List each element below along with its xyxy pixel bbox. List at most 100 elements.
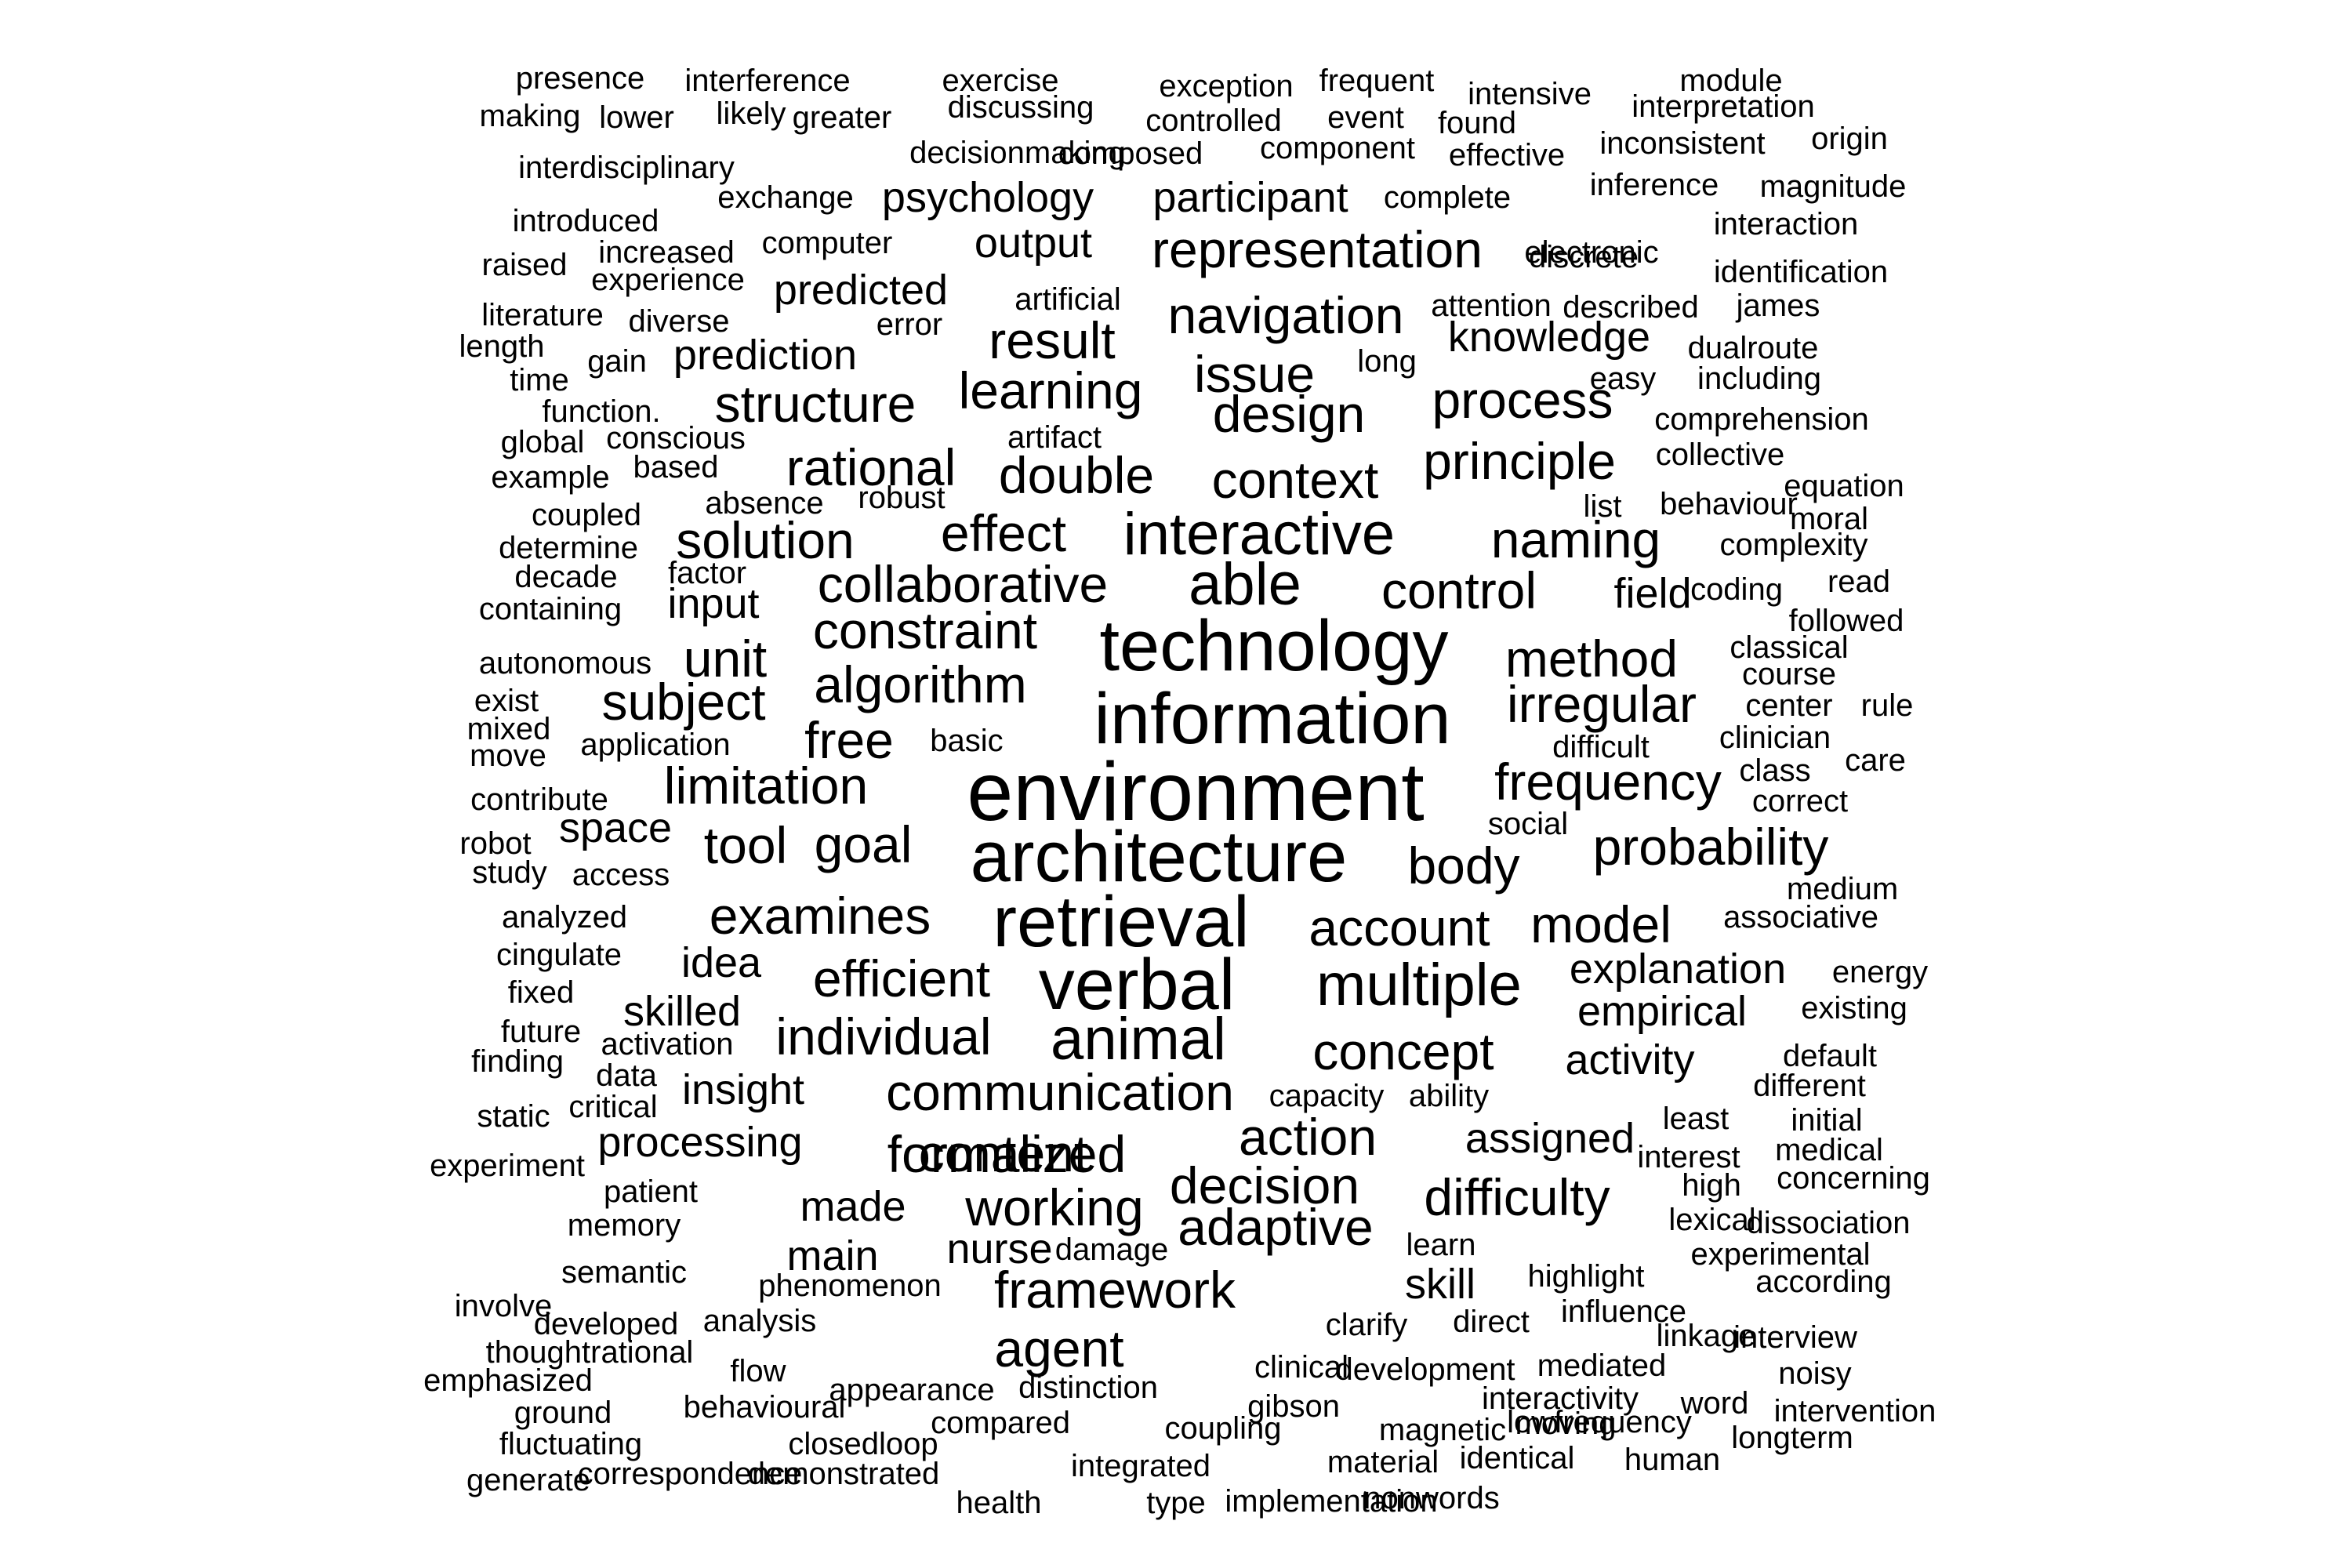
word-cloud-term: working [965, 1178, 1144, 1236]
word-cloud-term: medium [1786, 872, 1899, 906]
word-cloud-term: principle [1423, 432, 1616, 490]
word-cloud-term: raised [481, 248, 568, 282]
word-cloud-term: gibson [1247, 1389, 1340, 1424]
word-cloud-term: frequent [1319, 64, 1435, 98]
word-cloud-term: multiple [1316, 952, 1522, 1018]
word-cloud-term: result [989, 311, 1116, 369]
word-cloud-term: communication [886, 1063, 1234, 1121]
word-cloud-term: analysis [702, 1304, 817, 1338]
word-cloud-term: predicted [773, 267, 949, 314]
word-cloud-term: static [477, 1099, 550, 1134]
word-cloud-term: word [1680, 1386, 1749, 1421]
word-cloud-term: examines [709, 887, 931, 945]
word-cloud-term: prediction [673, 332, 858, 379]
word-cloud-term: absence [705, 486, 824, 521]
word-cloud-term: correct [1751, 784, 1849, 818]
word-cloud-term: computer [761, 226, 893, 260]
word-cloud-term: nurse [946, 1225, 1053, 1272]
word-cloud-term: increased [598, 235, 735, 270]
word-cloud-term: artificial [1014, 282, 1121, 317]
word-cloud-term: animal [1051, 1006, 1226, 1073]
word-cloud-term: electronic [1524, 235, 1659, 270]
word-cloud-term: medical [1775, 1133, 1883, 1167]
word-cloud-term: knowledge [1447, 314, 1651, 361]
word-cloud-term: conscious [606, 421, 746, 456]
word-cloud-term: interactivity [1481, 1381, 1639, 1416]
word-cloud-term: including [1697, 361, 1821, 396]
word-cloud-term: mixed [466, 712, 551, 746]
word-cloud-term: development [1335, 1352, 1515, 1387]
word-cloud-term: implementation [1225, 1484, 1438, 1519]
word-cloud-term: greater [792, 100, 892, 135]
word-cloud-term: linkage [1656, 1319, 1756, 1353]
word-cloud-term: efficient [812, 949, 991, 1007]
word-cloud-term: distinction [1018, 1370, 1158, 1405]
word-cloud-term: structure [714, 375, 916, 433]
word-cloud-term: inference [1589, 168, 1719, 202]
word-cloud-term: patient [603, 1174, 699, 1209]
word-cloud-term: origin [1811, 122, 1888, 156]
word-cloud-term: ability [1408, 1079, 1490, 1113]
word-cloud-term: long [1357, 344, 1417, 379]
word-cloud-term: architecture [970, 817, 1348, 897]
word-cloud-term: method [1504, 630, 1679, 688]
word-cloud-term: goal [814, 815, 913, 873]
word-cloud-term: moral [1789, 502, 1869, 536]
word-cloud-term: james [1736, 289, 1820, 323]
word-cloud-term: exchange [717, 180, 854, 215]
word-cloud-term: magnitude [1759, 169, 1907, 204]
word-cloud-term: solution [676, 511, 855, 569]
word-cloud-term: social [1487, 807, 1569, 841]
word-cloud-term: event [1327, 100, 1404, 135]
word-cloud-term: activity [1565, 1036, 1695, 1083]
word-cloud-term: finding [471, 1044, 564, 1079]
word-cloud-term: emphasized [423, 1363, 593, 1398]
word-cloud-term: environment [967, 746, 1425, 838]
word-cloud-term: damage [1054, 1232, 1169, 1267]
word-cloud-term: representation [1152, 220, 1483, 278]
word-cloud-term: individual [775, 1007, 992, 1065]
word-cloud-term: design [1212, 385, 1366, 443]
word-cloud-term: discussing [947, 90, 1094, 125]
word-cloud-term: framework [993, 1261, 1236, 1319]
word-cloud-term: control [1381, 561, 1537, 619]
word-cloud-term: collaborative [817, 555, 1109, 613]
word-cloud-term: rule [1860, 688, 1914, 723]
word-cloud-term: adaptive [1178, 1198, 1374, 1256]
word-cloud-term: presence [515, 61, 645, 96]
word-cloud-term: containing [478, 592, 622, 626]
word-cloud-term: context [1211, 451, 1379, 509]
word-cloud-term: behavioural [683, 1390, 846, 1425]
word-cloud-term: idea [681, 939, 762, 986]
word-cloud-term: based [633, 450, 719, 485]
word-cloud-term: found [1437, 106, 1517, 140]
word-cloud-term: complexity [1719, 528, 1868, 562]
word-cloud-term: free [804, 711, 894, 769]
word-cloud-term: module [1679, 64, 1783, 98]
word-cloud-term: tool [703, 816, 788, 874]
word-cloud-term: followed [1788, 604, 1904, 638]
word-cloud-term: decade [514, 560, 618, 594]
word-cloud-term: coupled [531, 498, 642, 532]
word-cloud-term: difficulty [1424, 1168, 1610, 1226]
word-cloud-term: lower [599, 100, 674, 135]
word-cloud-term: making [479, 99, 581, 133]
word-cloud-term: correspondence [577, 1457, 803, 1491]
word-cloud-term: exception [1159, 69, 1294, 103]
word-cloud-term: moving [1515, 1406, 1617, 1441]
word-cloud-term: factor [667, 556, 747, 590]
word-cloud-term: type [1146, 1486, 1206, 1520]
word-cloud-term: interdisciplinary [518, 151, 735, 185]
word-cloud-term: developed [533, 1307, 679, 1341]
word-cloud-term: longterm [1731, 1421, 1853, 1455]
word-cloud-term: length [459, 329, 545, 364]
word-cloud-term: experiment [430, 1149, 585, 1183]
word-cloud-term: concerning [1777, 1161, 1930, 1196]
word-cloud-term: error [876, 307, 943, 342]
word-cloud-term: existing [1801, 991, 1907, 1025]
word-cloud-term: discrete [1528, 240, 1639, 274]
word-cloud-term: interest [1637, 1140, 1740, 1174]
word-cloud-term: nonwords [1363, 1481, 1500, 1515]
word-cloud-term: energy [1831, 955, 1929, 989]
